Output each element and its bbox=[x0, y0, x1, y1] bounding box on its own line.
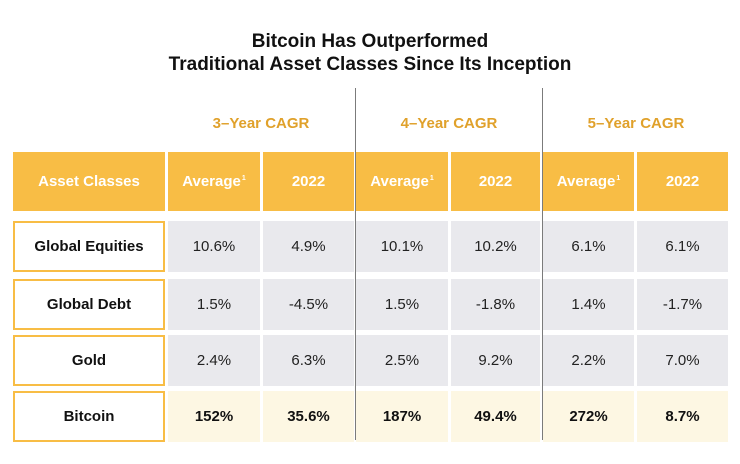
value-cell: 272% bbox=[543, 391, 634, 442]
group-label-3-year: 3–Year CAGR bbox=[212, 115, 310, 132]
header-4yr-average: Average 1 bbox=[356, 152, 448, 211]
header-3yr-2022: 2022 bbox=[263, 152, 354, 211]
column-divider bbox=[542, 88, 543, 440]
header-5yr-average: Average 1 bbox=[543, 152, 634, 211]
value-cell: -1.8% bbox=[451, 279, 540, 330]
header-4yr-2022: 2022 bbox=[451, 152, 540, 211]
value-cell: 152% bbox=[168, 391, 260, 442]
value-cell: 35.6% bbox=[263, 391, 354, 442]
value-cell: 1.5% bbox=[356, 279, 448, 330]
value-cell: 10.2% bbox=[451, 221, 540, 272]
value-cell: 4.9% bbox=[263, 221, 354, 272]
value-cell: 7.0% bbox=[637, 335, 728, 386]
value-cell: 6.1% bbox=[543, 221, 634, 272]
row-label-gold: Gold bbox=[13, 335, 165, 386]
row-label-bitcoin: Bitcoin bbox=[13, 391, 165, 442]
value-cell: 9.2% bbox=[451, 335, 540, 386]
group-label-5-year: 5–Year CAGR bbox=[587, 115, 685, 132]
value-cell: 2.4% bbox=[168, 335, 260, 386]
header-5yr-2022: 2022 bbox=[637, 152, 728, 211]
value-cell: 187% bbox=[356, 391, 448, 442]
value-cell: 10.6% bbox=[168, 221, 260, 272]
value-cell: -1.7% bbox=[637, 279, 728, 330]
value-cell: 6.1% bbox=[637, 221, 728, 272]
value-cell: -4.5% bbox=[263, 279, 354, 330]
value-cell: 10.1% bbox=[356, 221, 448, 272]
value-cell: 2.5% bbox=[356, 335, 448, 386]
row-label-global-equities: Global Equities bbox=[13, 221, 165, 272]
value-cell: 1.4% bbox=[543, 279, 634, 330]
value-cell: 6.3% bbox=[263, 335, 354, 386]
value-cell: 2.2% bbox=[543, 335, 634, 386]
row-label-global-debt: Global Debt bbox=[13, 279, 165, 330]
header-asset-classes: Asset Classes bbox=[13, 152, 165, 211]
group-label-4-year: 4–Year CAGR bbox=[400, 115, 498, 132]
title-line-1: Bitcoin Has Outperformed bbox=[251, 31, 489, 52]
value-cell: 8.7% bbox=[637, 391, 728, 442]
header-3yr-average: Average 1 bbox=[168, 152, 260, 211]
title-line-2: Traditional Asset Classes Since Its Ince… bbox=[168, 54, 572, 75]
value-cell: 1.5% bbox=[168, 279, 260, 330]
column-divider bbox=[355, 88, 356, 440]
value-cell: 49.4% bbox=[451, 391, 540, 442]
